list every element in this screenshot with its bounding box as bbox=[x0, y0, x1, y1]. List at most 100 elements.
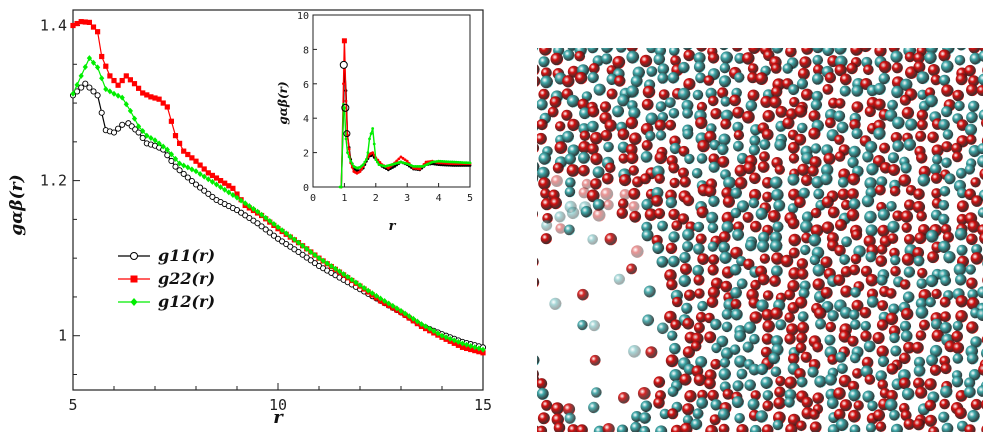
particle bbox=[653, 376, 666, 388]
particle bbox=[617, 128, 630, 141]
particle bbox=[887, 233, 899, 244]
particle bbox=[606, 88, 618, 100]
particle bbox=[794, 133, 807, 146]
particle bbox=[901, 222, 912, 233]
particle bbox=[788, 233, 802, 247]
inset-peak-marker bbox=[343, 130, 351, 138]
particle bbox=[954, 100, 965, 112]
data-point bbox=[205, 176, 211, 183]
data-point bbox=[160, 143, 166, 150]
particle bbox=[693, 274, 705, 286]
data-point bbox=[78, 19, 84, 25]
particle bbox=[913, 377, 925, 390]
inset-y-tick-label: 6 bbox=[303, 80, 309, 91]
data-point bbox=[259, 211, 265, 218]
particle bbox=[718, 133, 731, 146]
particle bbox=[809, 254, 821, 266]
particle bbox=[898, 174, 912, 187]
particle bbox=[951, 330, 963, 343]
particle bbox=[812, 48, 825, 54]
particle bbox=[577, 98, 590, 111]
particle bbox=[690, 340, 702, 352]
particle bbox=[841, 199, 852, 211]
particle bbox=[657, 220, 668, 232]
particle bbox=[668, 208, 680, 221]
particle bbox=[772, 419, 784, 431]
particle bbox=[708, 95, 719, 107]
particle bbox=[682, 414, 694, 426]
particle bbox=[667, 386, 679, 397]
particle bbox=[860, 320, 871, 332]
data-point bbox=[98, 109, 105, 116]
particle bbox=[521, 320, 534, 333]
particle bbox=[850, 287, 861, 298]
particle bbox=[524, 265, 536, 277]
particle bbox=[954, 407, 967, 420]
particle bbox=[862, 151, 874, 163]
particle bbox=[877, 300, 889, 311]
particle bbox=[554, 141, 568, 155]
particle bbox=[707, 241, 719, 252]
particle bbox=[730, 287, 742, 299]
particle bbox=[915, 386, 928, 399]
particle bbox=[681, 302, 693, 314]
particle bbox=[787, 173, 800, 186]
particle bbox=[771, 188, 784, 202]
particle bbox=[708, 153, 720, 165]
particle bbox=[645, 112, 659, 126]
particle bbox=[833, 110, 846, 122]
particle bbox=[721, 308, 733, 320]
particle bbox=[695, 356, 708, 368]
particle bbox=[979, 168, 983, 180]
particle bbox=[541, 220, 553, 231]
particle bbox=[668, 108, 680, 119]
particle bbox=[952, 353, 964, 364]
data-point bbox=[414, 318, 420, 325]
particle bbox=[645, 346, 658, 359]
particle bbox=[537, 355, 540, 366]
particle bbox=[916, 109, 929, 122]
data-point bbox=[406, 313, 412, 320]
data-point bbox=[168, 151, 174, 158]
particle bbox=[555, 121, 566, 132]
particle bbox=[912, 247, 925, 259]
particle bbox=[872, 409, 886, 422]
data-point bbox=[213, 175, 220, 181]
particle bbox=[745, 239, 757, 252]
particle bbox=[796, 332, 808, 344]
particle bbox=[642, 314, 655, 327]
particle bbox=[748, 144, 761, 156]
particle bbox=[900, 78, 913, 92]
particle bbox=[874, 48, 887, 58]
legend-label: g22(r) bbox=[158, 269, 215, 288]
inset-data-point bbox=[366, 151, 370, 155]
particle bbox=[692, 408, 704, 420]
main-x-tick-label: 10 bbox=[269, 396, 287, 414]
particle bbox=[628, 201, 640, 213]
particle bbox=[968, 100, 980, 113]
particle bbox=[654, 119, 667, 132]
particle bbox=[769, 96, 782, 109]
particle bbox=[787, 217, 800, 230]
particle bbox=[866, 296, 879, 308]
particle bbox=[749, 311, 763, 324]
data-point bbox=[168, 118, 174, 124]
data-point bbox=[205, 170, 211, 176]
particle bbox=[901, 387, 915, 401]
particle bbox=[760, 376, 773, 389]
legend-marker bbox=[130, 252, 138, 260]
data-point bbox=[476, 345, 482, 352]
particle bbox=[618, 198, 629, 209]
particle bbox=[801, 211, 814, 223]
particle bbox=[822, 48, 835, 57]
data-point bbox=[140, 127, 146, 134]
inset-data-point bbox=[364, 158, 368, 161]
particle bbox=[749, 424, 762, 432]
particle bbox=[890, 345, 902, 357]
particle bbox=[863, 64, 874, 76]
particle bbox=[693, 322, 705, 334]
particle bbox=[668, 255, 680, 268]
particle bbox=[931, 188, 942, 199]
particle bbox=[707, 264, 719, 276]
particle bbox=[876, 176, 888, 188]
